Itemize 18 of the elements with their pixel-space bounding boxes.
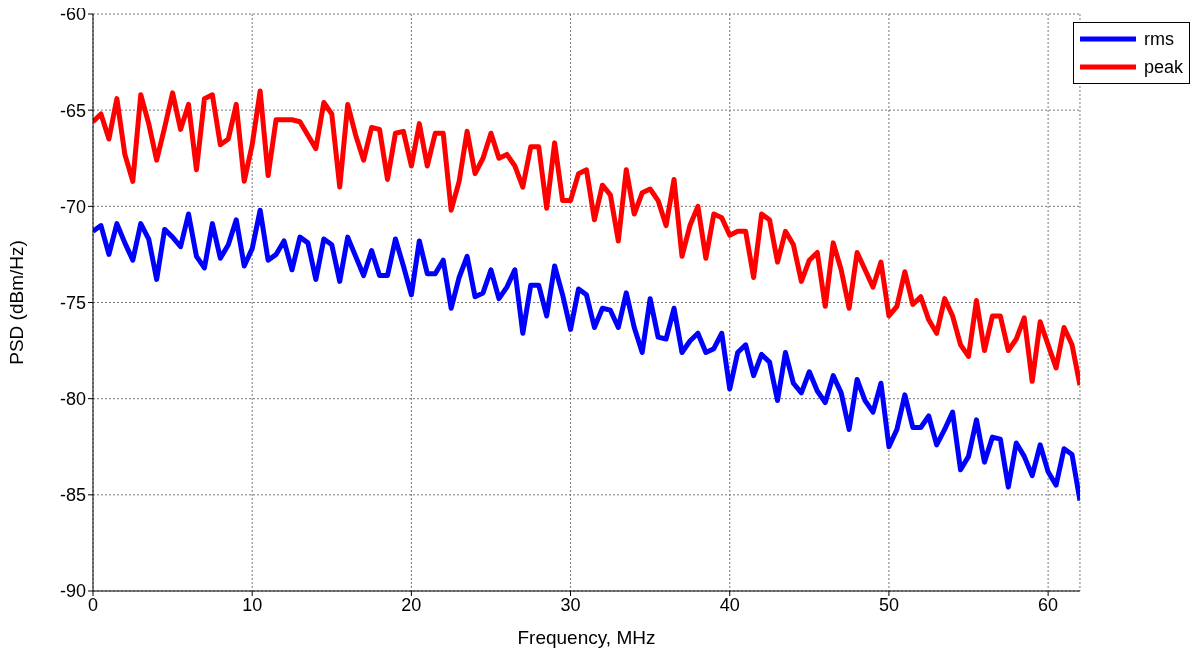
y-tick-label: -65 xyxy=(59,100,86,121)
y-tick-label: -70 xyxy=(59,196,86,217)
x-tick-label: 20 xyxy=(401,594,422,615)
legend-label: rms xyxy=(1143,28,1174,51)
y-tick-label: -60 xyxy=(59,4,86,25)
x-tick-label: 60 xyxy=(1038,594,1059,615)
x-tick-label: 30 xyxy=(560,594,581,615)
x-tick-label: 0 xyxy=(87,594,99,615)
x-tick-label: 50 xyxy=(878,594,899,615)
y-tick-label: -90 xyxy=(59,581,86,602)
y-axis-title: PSD (dBm/Hz) xyxy=(5,240,27,365)
x-tick-label: 40 xyxy=(719,594,740,615)
x-tick-label: 10 xyxy=(242,594,263,615)
y-tick-label: -80 xyxy=(59,389,86,410)
x-axis-title: Frequency, MHz xyxy=(517,627,656,648)
y-tick-label: -75 xyxy=(59,292,86,313)
y-tick-label: -85 xyxy=(59,485,86,506)
legend-label: peak xyxy=(1143,56,1183,79)
